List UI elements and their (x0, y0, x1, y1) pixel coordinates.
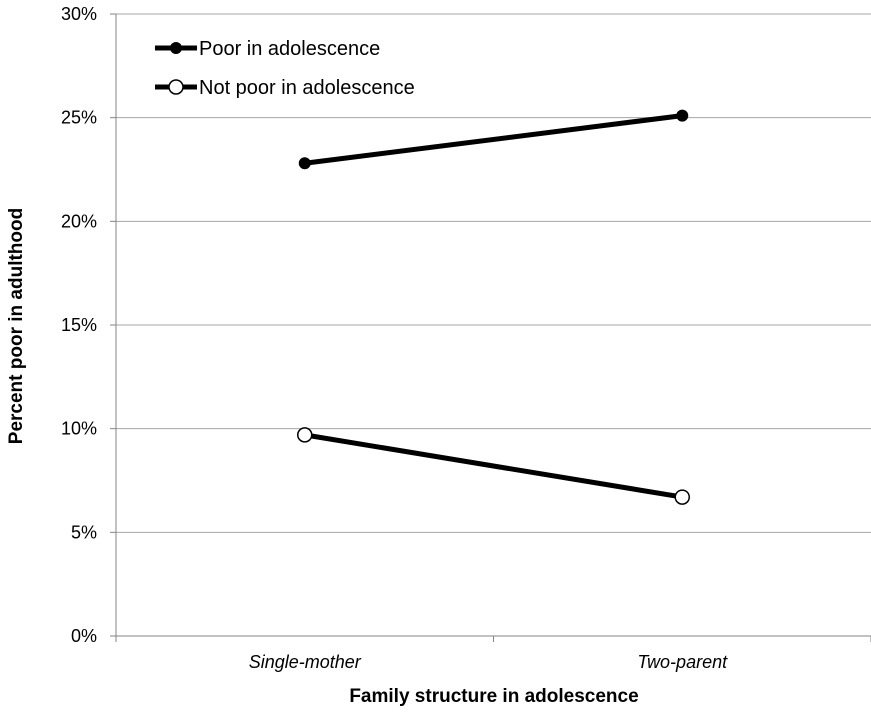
y-tick-label: 15% (61, 315, 97, 335)
y-tick-label: 20% (61, 211, 97, 231)
data-point-open (674, 489, 690, 505)
y-axis-title: Percent poor in adulthood (6, 208, 27, 444)
data-point-filled (298, 157, 311, 170)
legend: Poor in adolescence Not poor in adolescen… (155, 38, 415, 99)
x-axis-title: Family structure in adolescence (349, 686, 638, 707)
series-group (297, 109, 690, 505)
x-tick-marks (115, 636, 871, 642)
series-line (304, 432, 683, 500)
y-tick-label: 5% (71, 522, 97, 542)
x-category-label: Single-mother (249, 652, 362, 672)
y-tick-labels: 0% 5% 10% 15% 20% 25% 30% (61, 4, 116, 646)
series-line (304, 113, 683, 166)
x-category-labels: Single-mother Two-parent (249, 652, 728, 672)
legend-marker (170, 42, 182, 54)
y-tick-label: 25% (61, 108, 97, 128)
y-tick-label: 10% (61, 419, 97, 439)
x-category-label: Two-parent (637, 652, 728, 672)
y-tick-label: 0% (71, 626, 97, 646)
gridlines (116, 13, 871, 533)
legend-marker (168, 79, 184, 95)
legend-label: Poor in adolescence (199, 38, 380, 60)
legend-label: Not poor in adolescence (199, 77, 415, 99)
y-tick-label: 30% (61, 4, 97, 24)
data-point-filled (676, 109, 689, 122)
data-point-open (297, 427, 313, 443)
